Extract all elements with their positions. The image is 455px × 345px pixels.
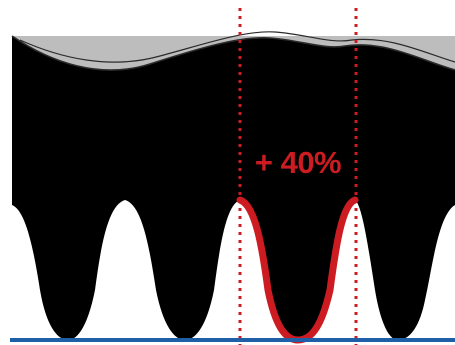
band-boundary-line bbox=[11, 35, 455, 71]
black-body bbox=[12, 36, 455, 340]
percentage-annotation: + 40% bbox=[255, 145, 341, 180]
band-inner-line bbox=[19, 31, 455, 63]
